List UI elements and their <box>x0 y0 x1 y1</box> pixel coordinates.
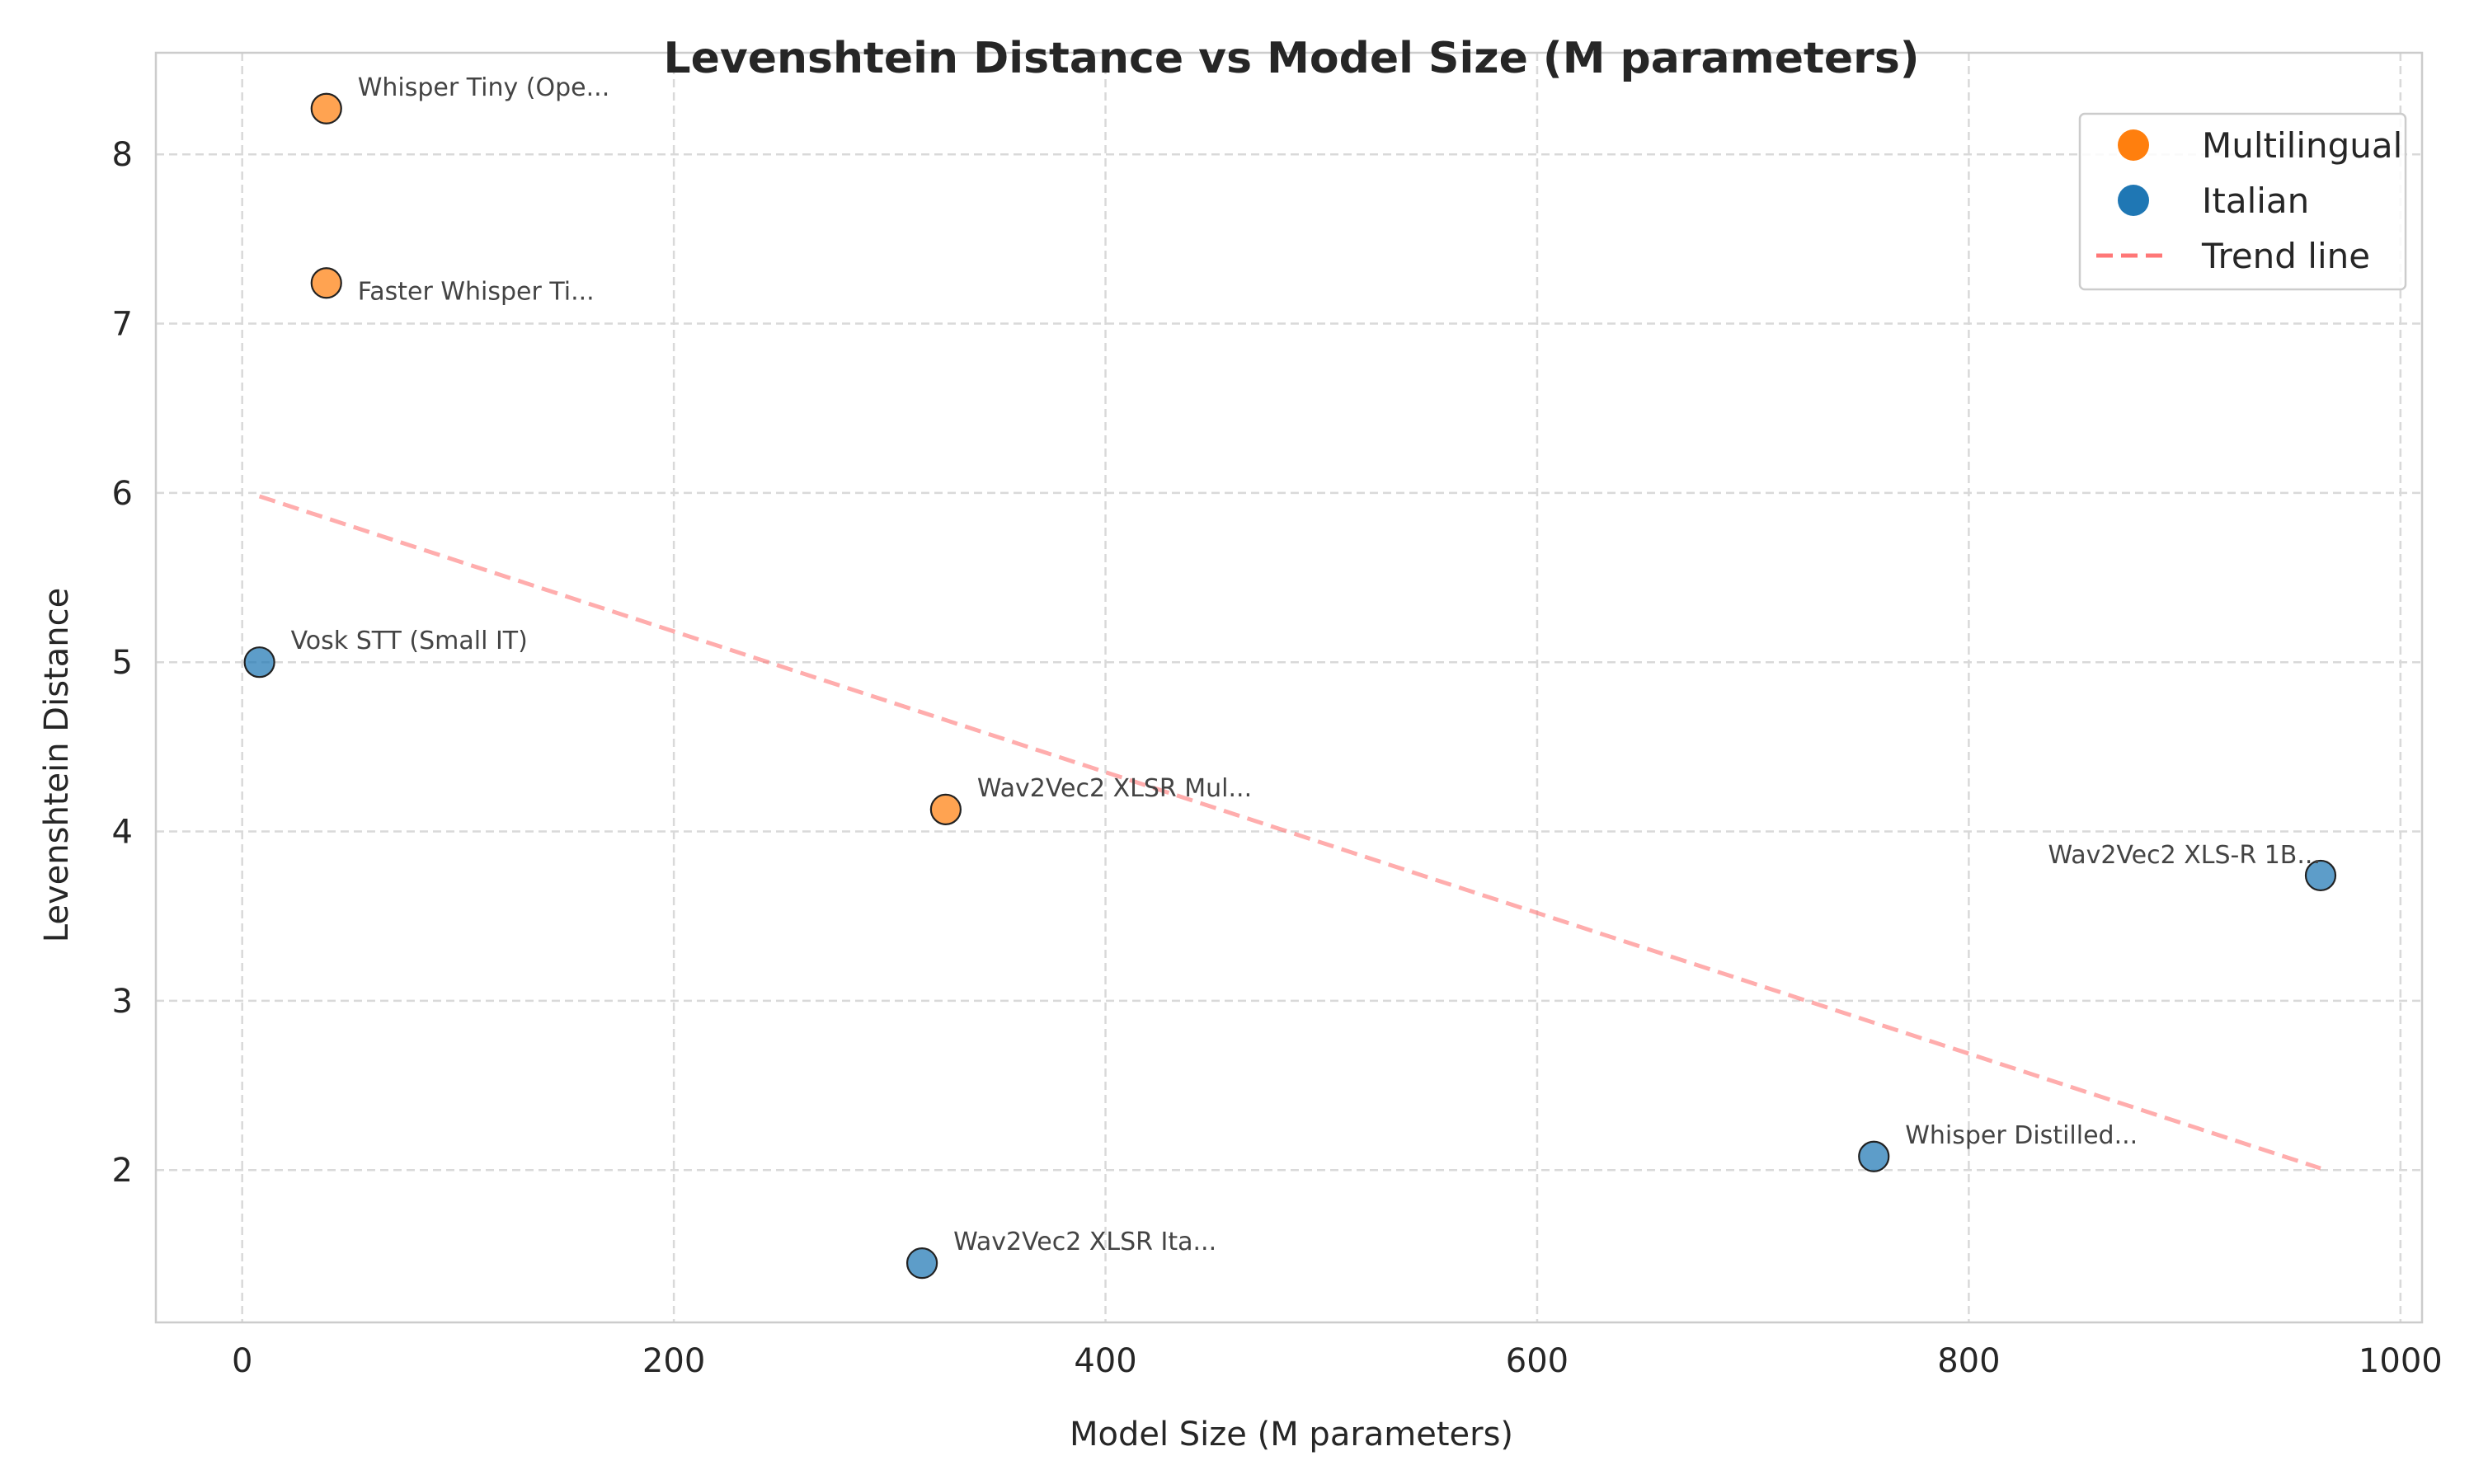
scatter-point-italian <box>905 1247 938 1280</box>
x-tick-label: 600 <box>1506 1342 1569 1380</box>
x-axis-label: Model Size (M parameters) <box>1070 1416 1513 1453</box>
y-tick-label: 6 <box>112 475 133 513</box>
point-label: Faster Whisper Ti... <box>358 277 595 306</box>
x-tick-label: 400 <box>1074 1342 1136 1380</box>
point-label: Whisper Tiny (Ope... <box>358 73 609 102</box>
scatter-point-italian <box>2304 859 2337 892</box>
legend: Multilingual Italian Trend line <box>2078 112 2407 291</box>
y-tick-label: 5 <box>112 644 133 682</box>
point-label: Wav2Vec2 XLSR Ita... <box>953 1228 1216 1256</box>
y-tick-label: 7 <box>112 306 133 344</box>
legend-marker <box>2118 129 2149 161</box>
legend-marker <box>2118 185 2149 216</box>
data-points <box>243 92 2337 1280</box>
x-tick-label: 200 <box>642 1342 705 1380</box>
trend-line <box>258 494 2321 1171</box>
plot-frame <box>154 51 2424 1324</box>
legend-label: Trend line <box>2201 236 2370 276</box>
scatter-point-multilingual <box>310 92 342 124</box>
x-tick-label: 800 <box>1937 1342 2000 1380</box>
y-tick-label: 4 <box>112 814 133 852</box>
legend-label: Multilingual <box>2202 125 2402 166</box>
point-label: Whisper Distilled... <box>1905 1121 2138 1150</box>
chart-title: Levenshtein Distance vs Model Size (M pa… <box>663 34 1919 83</box>
scatter-point-multilingual <box>929 793 962 825</box>
legend-label: Italian <box>2202 181 2309 221</box>
trend-line-layer <box>258 494 2321 1171</box>
grid <box>156 53 2422 1322</box>
scatter-point-italian <box>1858 1140 1890 1172</box>
y-axis-ticks: 2 3 4 5 6 7 8 <box>112 136 133 1190</box>
point-label: Vosk STT (Small IT) <box>291 627 528 655</box>
scatter-point-italian <box>243 646 275 679</box>
legend-box <box>2078 112 2407 291</box>
x-axis-ticks: 0 200 400 600 800 1000 <box>232 1342 2443 1380</box>
point-labels: Whisper Tiny (Ope... Faster Whisper Ti...… <box>291 73 2321 1256</box>
y-tick-label: 3 <box>112 983 133 1021</box>
scatter-point-multilingual <box>310 267 342 299</box>
x-tick-label: 1000 <box>2359 1342 2443 1380</box>
y-tick-label: 2 <box>112 1152 133 1190</box>
y-tick-label: 8 <box>112 136 133 174</box>
y-axis-label: Levenshtein Distance <box>38 588 76 942</box>
point-label: Wav2Vec2 XLS-R 1B... <box>2048 841 2321 870</box>
x-tick-label: 0 <box>232 1342 252 1380</box>
point-label: Wav2Vec2 XLSR Mul... <box>977 774 1252 803</box>
